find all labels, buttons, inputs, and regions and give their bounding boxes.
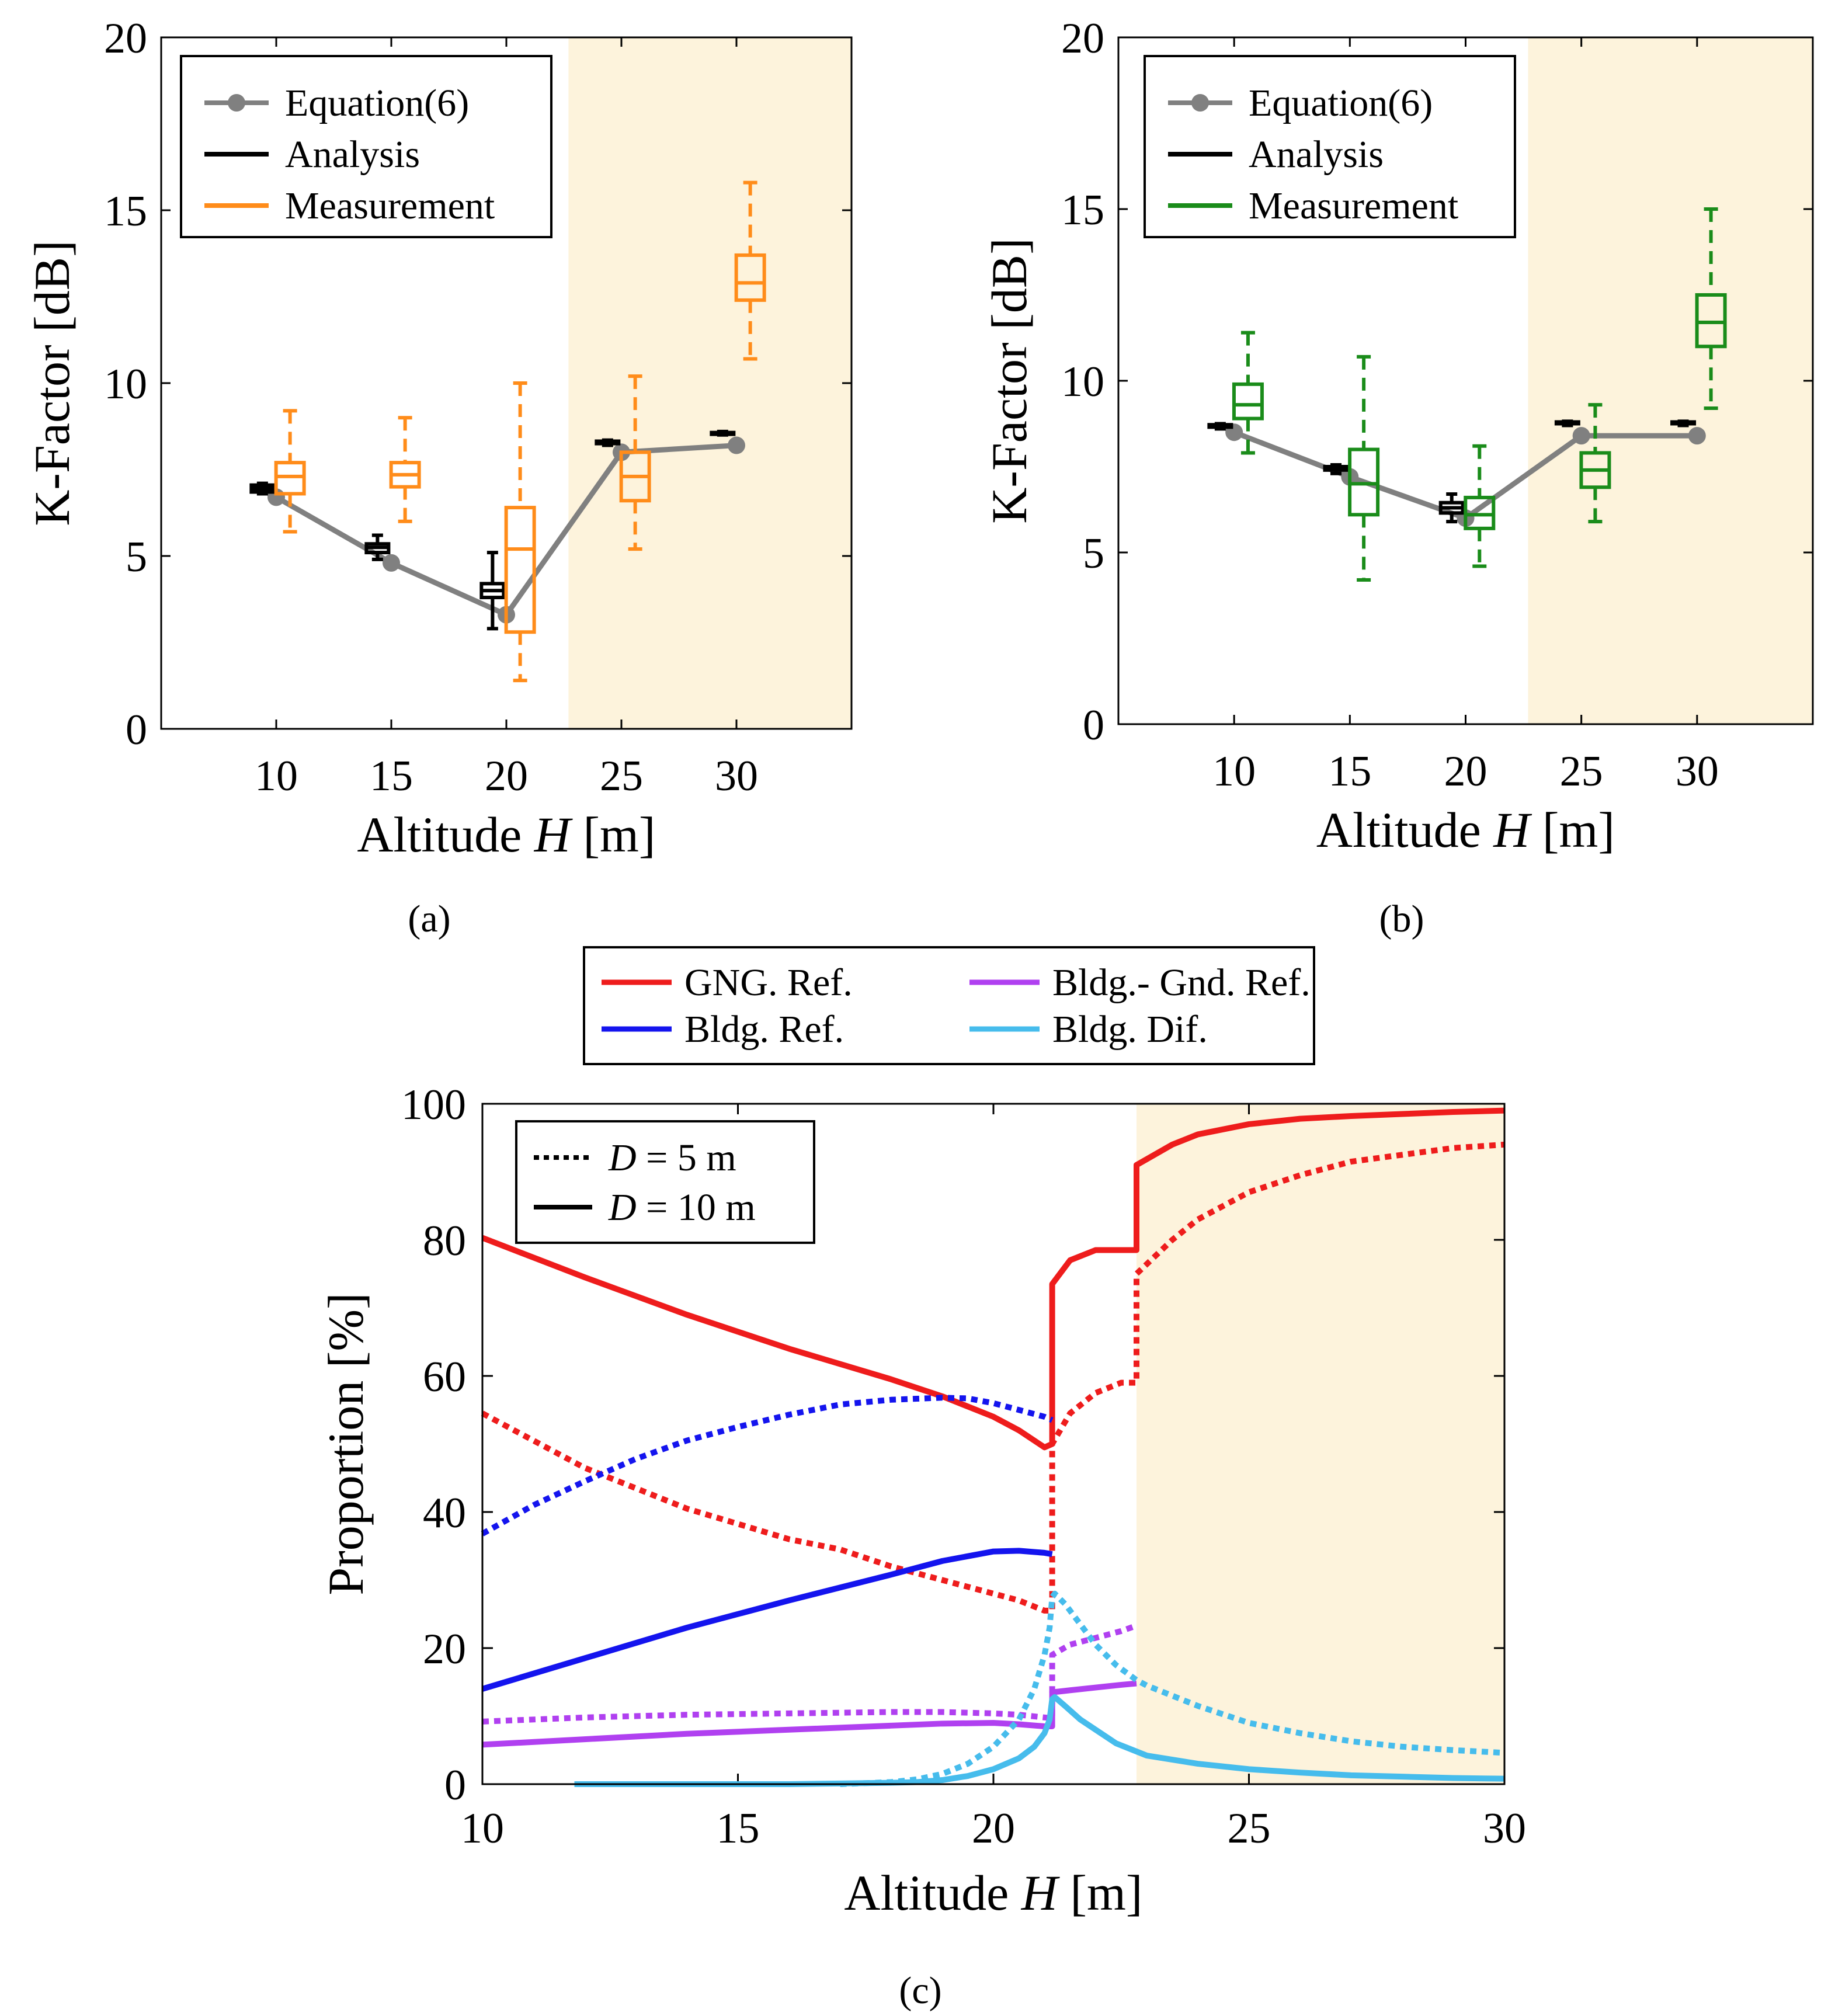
series-bldg-gnd-ref-d10 [482, 1680, 1137, 1748]
equation-point [1572, 427, 1590, 445]
style-legend-label: D = 5 m [608, 1136, 736, 1179]
y-tick-label: 0 [1083, 701, 1104, 749]
x-tick-label: 20 [485, 752, 528, 800]
y-tick-label: 20 [104, 15, 147, 62]
series-bldg-ref-d5 [481, 1395, 1054, 1537]
panel-caption: (b) [1379, 898, 1424, 940]
y-tick-label: 60 [423, 1353, 466, 1401]
x-tick-label: 10 [1212, 748, 1256, 795]
legend-label: Equation(6) [1249, 82, 1433, 124]
legend-label: Measurement [285, 185, 495, 227]
axes-frame [481, 1103, 1506, 1785]
series-bldg-ref-d10 [481, 1548, 1053, 1692]
y-tick-label: 5 [1083, 530, 1104, 578]
x-tick-label: 15 [1328, 748, 1371, 795]
x-tick-label: 15 [717, 1805, 760, 1852]
measurement-box [504, 506, 536, 634]
style-legend-box [515, 1120, 815, 1244]
color-legend-label: GNG. Ref. [684, 961, 853, 1004]
shaded-region [568, 37, 852, 729]
y-tick-label: 0 [126, 706, 147, 754]
style-legend-label: D = 10 m [608, 1186, 756, 1229]
measurement-box [734, 253, 766, 302]
x-tick-label: 30 [1483, 1805, 1526, 1852]
x-axis-label: Altitude H [m] [844, 1865, 1142, 1921]
equation-point [1688, 427, 1706, 445]
series-bldg-gnd-ref-d5 [482, 1622, 1138, 1725]
style-legend-var: D [608, 1136, 637, 1179]
y-axis-label: Proportion [%] [318, 1292, 374, 1595]
x-tick-label: 25 [1228, 1805, 1271, 1852]
style-legend-var: D [608, 1186, 637, 1229]
y-tick-label: 0 [444, 1761, 466, 1809]
x-axis-label-var: H [1493, 802, 1532, 858]
x-axis-label-prefix: Altitude [1316, 802, 1493, 858]
color-legend-label: Bldg. Ref. [684, 1008, 844, 1051]
series-bldg-dif-d5 [840, 1590, 1505, 1787]
shaded-region [1137, 1104, 1504, 1784]
y-axis-label: K-Factor [dB] [24, 240, 80, 526]
y-tick-label: 15 [104, 187, 147, 235]
color-legend-box [583, 946, 1315, 1065]
axes-frame [160, 36, 853, 730]
x-tick-label: 10 [255, 752, 298, 800]
equation-point [728, 436, 745, 454]
equation-point [383, 554, 400, 572]
x-tick-label: 20 [1444, 748, 1487, 795]
panel-caption: (c) [899, 1969, 941, 2012]
x-tick-label: 30 [715, 752, 758, 800]
legend-label: Measurement [1249, 185, 1458, 227]
series-gng-ref-d10 [481, 1107, 1505, 1451]
x-tick-label: 25 [1560, 748, 1603, 795]
style-legend-text: = 10 m [637, 1186, 756, 1229]
measurement-box [1232, 382, 1264, 420]
x-tick-label: 20 [972, 1805, 1015, 1852]
x-axis-label-suffix: [m] [1530, 802, 1615, 858]
x-axis-label: Altitude H [m] [1316, 802, 1615, 858]
x-tick-label: 15 [370, 752, 413, 800]
legend-marker [228, 94, 245, 112]
x-tick-label: 30 [1676, 748, 1719, 795]
legend-label: Analysis [285, 133, 420, 176]
x-tick-label: 10 [461, 1805, 504, 1852]
x-axis-label-suffix: [m] [1058, 1865, 1143, 1921]
y-tick-label: 5 [126, 533, 147, 581]
y-tick-label: 10 [1061, 358, 1104, 406]
x-axis-label-var: H [1021, 1865, 1060, 1921]
y-axis-label: K-Factor [dB] [981, 238, 1037, 524]
style-legend-text: = 5 m [637, 1136, 736, 1179]
panel-caption: (a) [408, 898, 450, 940]
series-gng-ref-d5 [481, 1141, 1505, 1614]
panel-b: 0 5 10 15 20 10 15 20 25 30 Equation(6) Analysis Mea… [981, 15, 1814, 940]
y-tick-label: 80 [423, 1217, 466, 1265]
y-tick-label: 40 [423, 1489, 466, 1537]
y-tick-label: 15 [1061, 186, 1104, 234]
axes-frame [1117, 36, 1814, 725]
y-tick-label: 20 [423, 1625, 466, 1673]
x-axis-label-var: H [534, 807, 573, 863]
x-axis-label-suffix: [m] [571, 807, 656, 863]
color-legend-label: Bldg. Dif. [1052, 1008, 1208, 1051]
legend-label: Analysis [1249, 133, 1384, 176]
x-tick-label: 25 [600, 752, 643, 800]
panel-a: 0 5 10 15 20 10 15 20 25 30 Equation(6) Analysis Mea… [24, 15, 853, 940]
y-tick-label: 10 [104, 360, 147, 408]
legend-label: Equation(6) [285, 82, 469, 124]
color-legend-label: Bldg.- Gnd. Ref. [1052, 961, 1311, 1004]
x-axis-label-prefix: Altitude [844, 1865, 1021, 1921]
y-tick-label: 100 [401, 1081, 466, 1129]
y-tick-label: 20 [1061, 15, 1104, 62]
x-axis-label-prefix: Altitude [357, 807, 534, 863]
shaded-region [1528, 37, 1813, 724]
legend-marker [1191, 94, 1209, 112]
x-axis-label: Altitude H [m] [357, 807, 655, 863]
